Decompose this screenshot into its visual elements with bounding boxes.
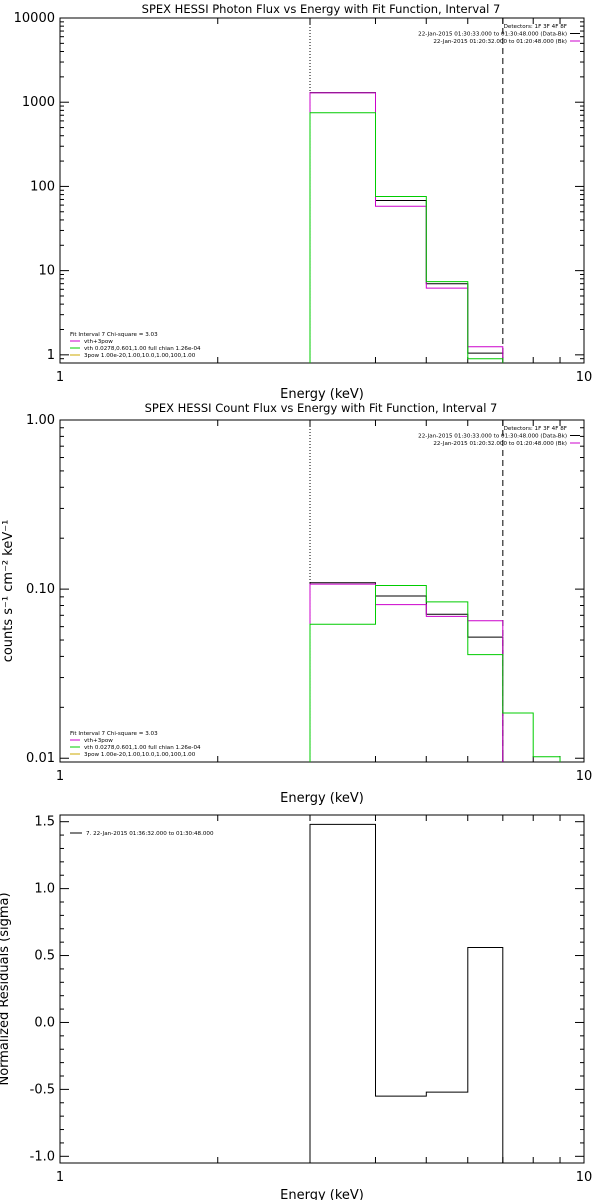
plot-frame	[59, 419, 585, 763]
y-tick-label: -1.0	[30, 1149, 55, 1164]
plot-content: -1.0 -0.5 0.0 0.5 1.0 1.5 1 10 7. 22-Jan-2015 01…	[30, 815, 593, 1185]
x-axis-label: Energy (keV)	[280, 1188, 364, 1200]
series-line	[309, 112, 504, 363]
y-tick-label: -0.5	[30, 1082, 55, 1097]
y-tick-label: 0.10	[26, 582, 55, 597]
legend-entry: Fit Interval 7 Chi-square = 3.03	[70, 731, 158, 737]
y-tick-label: 10000	[14, 11, 55, 26]
y-tick-label: 1	[47, 348, 55, 363]
legend-entry: 22-Jan-2015 01:20:32.000 to 01:20:48.000…	[433, 441, 567, 447]
legend-entry: vth 0.0278,0.601,1.00 full chian 1.26e-0…	[84, 745, 201, 751]
legend-entry: 3pow 1.00e-20,1.00,10.0,1.00,100,1.00	[84, 752, 196, 758]
legend-entry: Detectors: 1F 3F 4F 8F	[504, 426, 567, 432]
x-tick-label: 1	[56, 370, 64, 385]
chart-count-flux: SPEX HESSI Count Flux vs Energy with Fit…	[1, 401, 592, 806]
series-line	[309, 582, 504, 762]
legend-entry: Detectors: 1F 3F 4F 8F	[504, 24, 567, 30]
x-tick-label: 10	[576, 370, 593, 385]
x-tick-label: 10	[576, 769, 593, 784]
chart-residuals: -1.0 -0.5 0.0 0.5 1.0 1.5 1 10 7. 22-Jan-2015 01…	[0, 814, 593, 1200]
x-tick-label: 1	[56, 769, 64, 784]
y-tick-label: 100	[30, 179, 55, 194]
chart-title: SPEX HESSI Count Flux vs Energy with Fit…	[145, 401, 498, 415]
y-tick-label: 0.5	[34, 949, 55, 964]
legend-entry: 7. 22-Jan-2015 01:36:32.000 to 01:30:48.…	[86, 831, 214, 837]
chart-photon-flux: SPEX HESSI Photon Flux vs Energy with Fi…	[14, 2, 593, 402]
y-tick-label: 1.0	[34, 882, 55, 897]
y-tick-label: 0.0	[34, 1015, 55, 1030]
legend-entry: vth+3pow	[84, 339, 113, 345]
legend-entry: Fit Interval 7 Chi-square = 3.03	[70, 332, 158, 338]
legend-entry: vth+3pow	[84, 738, 113, 744]
legend-entry: 3pow 1.00e-20,1.00,10.0,1.00,100,1.00	[84, 353, 196, 359]
x-axis-label: Energy (keV)	[280, 387, 364, 402]
y-axis-label: counts s⁻¹ cm⁻² keV⁻¹	[1, 520, 16, 663]
x-tick-label: 10	[576, 1170, 593, 1185]
y-tick-label: 0.01	[26, 751, 55, 766]
plot-frame	[59, 814, 585, 1164]
plot-frame	[59, 17, 585, 364]
series-line	[309, 585, 561, 762]
y-tick-label: 10	[38, 264, 55, 279]
series-line	[309, 92, 504, 363]
x-axis-label: Energy (keV)	[280, 791, 364, 806]
chart-title: SPEX HESSI Photon Flux vs Energy with Fi…	[142, 2, 501, 16]
plot-content: 0.01 0.10 1.00 1 10 Detectors: 1F 3F 4F 8F 22-…	[26, 413, 592, 784]
legend-entry: vth 0.0278,0.601,1.00 full chian 1.26e-0…	[84, 346, 201, 352]
legend-entry: 22-Jan-2015 01:20:32.000 to 01:20:48.000…	[433, 39, 567, 45]
legend-entry: 22-Jan-2015 01:30:33.000 to 01:30:48.000…	[418, 434, 567, 440]
y-axis-label: Normalized Residuals (sigma)	[0, 892, 12, 1085]
legend-entry: 22-Jan-2015 01:30:33.000 to 01:30:48.000…	[418, 32, 567, 38]
plot-content: 1 10 100 1000 10000 1 10 Detectors: 1F 3F 4F 8F…	[14, 11, 593, 385]
series-line	[309, 92, 504, 363]
y-tick-label: 1000	[22, 95, 55, 110]
y-tick-label: 1.00	[26, 413, 55, 428]
series-line	[309, 823, 504, 1163]
x-tick-label: 1	[56, 1170, 64, 1185]
y-tick-label: 1.5	[34, 815, 55, 830]
series-line	[309, 583, 504, 762]
